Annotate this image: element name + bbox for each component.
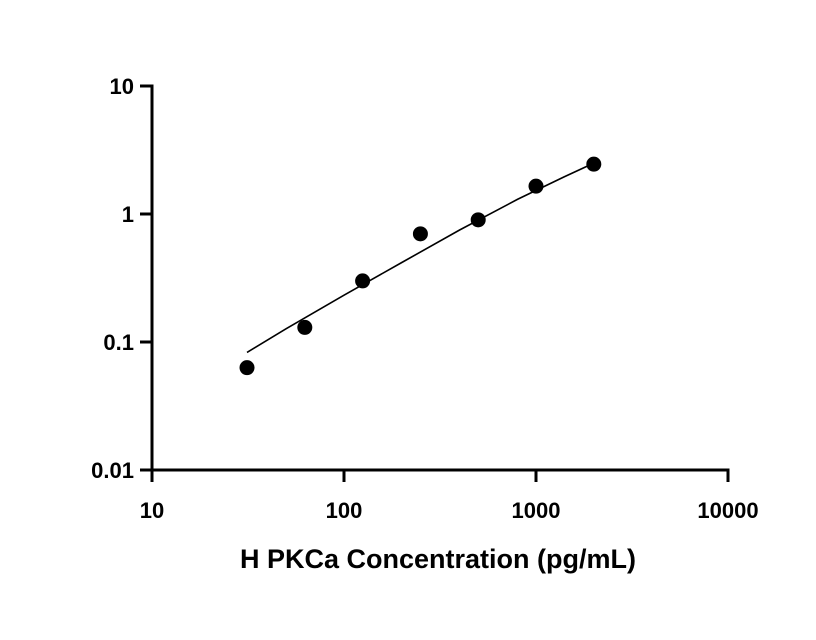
data-point [297, 319, 313, 335]
data-points [239, 156, 602, 376]
x-tick-label: 10000 [697, 498, 758, 523]
y-tick-label: 0.1 [103, 330, 134, 355]
data-point [239, 360, 255, 376]
x-tick-label: 10 [140, 498, 164, 523]
x-tick-label: 1000 [512, 498, 561, 523]
x-tick-label: 100 [326, 498, 363, 523]
data-point [355, 273, 371, 289]
y-tick-label: 1 [122, 202, 134, 227]
x-axis-title: H PKCa Concentration (pg/mL) [240, 544, 636, 574]
x-ticks: 10 100 1000 10000 [140, 470, 759, 523]
y-tick-label: 10 [110, 74, 134, 99]
y-tick-label: 0.01 [91, 458, 134, 483]
data-point [412, 226, 428, 242]
data-point [528, 178, 544, 194]
y-ticks: 0.01 0.1 1 10 [91, 74, 152, 483]
fit-curve [246, 162, 595, 354]
axes [150, 84, 730, 472]
data-point [586, 156, 602, 172]
data-point [470, 212, 486, 228]
